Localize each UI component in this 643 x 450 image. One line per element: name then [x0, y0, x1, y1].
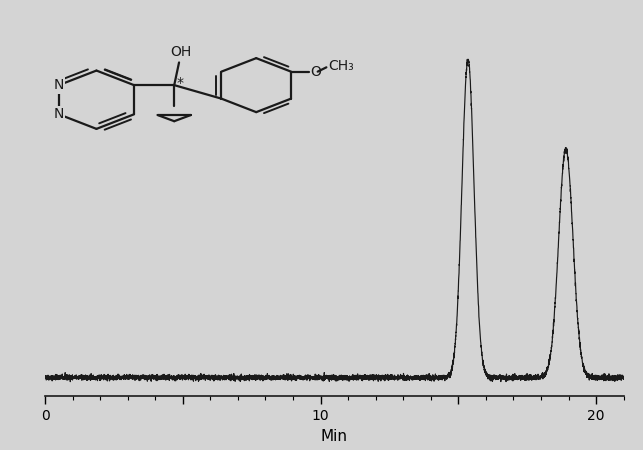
Text: O: O — [311, 65, 321, 79]
Text: N: N — [53, 78, 64, 92]
X-axis label: Min: Min — [321, 429, 348, 444]
Text: *: * — [177, 76, 183, 90]
Text: OH: OH — [170, 45, 191, 59]
Text: N: N — [53, 107, 64, 122]
Text: CH₃: CH₃ — [329, 58, 354, 72]
